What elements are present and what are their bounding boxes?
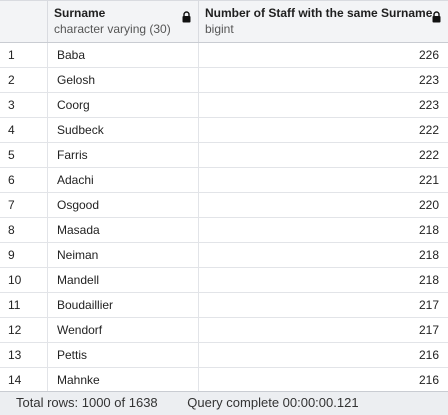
staff-count-cell[interactable]: 221	[418, 173, 439, 187]
table-row[interactable]: 7 Osgood 220	[0, 193, 448, 218]
query-status-label: Query complete 00:00:00.121	[187, 395, 359, 410]
grid-header: Surname character varying (30) Number of…	[0, 0, 448, 43]
surname-cell[interactable]: Sudbeck	[48, 118, 199, 142]
surname-cell[interactable]: Osgood	[48, 193, 199, 217]
table-row[interactable]: 4 Sudbeck 222	[0, 118, 448, 143]
surname-cell[interactable]: Wendorf	[48, 318, 199, 342]
table-row[interactable]: 12 Wendorf 217	[0, 318, 448, 343]
staff-count-cell[interactable]: 222	[418, 148, 439, 162]
staff-count-cell[interactable]: 218	[418, 248, 439, 262]
staff-count-cell[interactable]: 216	[418, 373, 439, 387]
row-number-cell[interactable]: 8	[0, 218, 48, 242]
lock-icon	[182, 10, 191, 28]
surname-cell[interactable]: Adachi	[48, 168, 199, 192]
row-number-cell[interactable]: 1	[0, 43, 48, 67]
table-row[interactable]: 3 Coorg 223	[0, 93, 448, 118]
staff-count-cell[interactable]: 217	[418, 323, 439, 337]
table-row[interactable]: 6 Adachi 221	[0, 168, 448, 193]
table-row[interactable]: 14 Mahnke 216	[0, 368, 448, 393]
staff-count-cell[interactable]: 223	[418, 98, 439, 112]
column-name: Number of Staff with the same Surname	[205, 6, 433, 20]
row-number-header[interactable]	[0, 1, 48, 42]
staff-count-cell[interactable]: 218	[418, 273, 439, 287]
column-type: bigint	[205, 22, 234, 36]
column-header-staff-count[interactable]: Number of Staff with the same Surname bi…	[199, 1, 448, 42]
column-type: character varying (30)	[54, 22, 171, 36]
status-bar: Total rows: 1000 of 1638 Query complete …	[0, 391, 448, 415]
table-row[interactable]: 2 Gelosh 223	[0, 68, 448, 93]
table-row[interactable]: 9 Neiman 218	[0, 243, 448, 268]
surname-cell[interactable]: Gelosh	[48, 68, 199, 92]
surname-cell[interactable]: Pettis	[48, 343, 199, 367]
row-number-cell[interactable]: 9	[0, 243, 48, 267]
staff-count-cell[interactable]: 218	[418, 223, 439, 237]
row-number-cell[interactable]: 13	[0, 343, 48, 367]
row-number-cell[interactable]: 12	[0, 318, 48, 342]
surname-cell[interactable]: Neiman	[48, 243, 199, 267]
surname-cell[interactable]: Mahnke	[48, 368, 199, 392]
row-number-cell[interactable]: 7	[0, 193, 48, 217]
surname-cell[interactable]: Farris	[48, 143, 199, 167]
total-rows-label: Total rows: 1000 of 1638	[16, 395, 158, 410]
grid-body: 1 Baba 226 2 Gelosh 223 3 Coorg 223 4 Sudbeck 222 5 F…	[0, 43, 448, 393]
staff-count-cell[interactable]: 216	[418, 348, 439, 362]
lock-icon	[432, 10, 441, 28]
table-row[interactable]: 1 Baba 226	[0, 43, 448, 68]
surname-cell[interactable]: Coorg	[48, 93, 199, 117]
row-number-cell[interactable]: 4	[0, 118, 48, 142]
table-row[interactable]: 5 Farris 222	[0, 143, 448, 168]
table-row[interactable]: 8 Masada 218	[0, 218, 448, 243]
table-row[interactable]: 13 Pettis 216	[0, 343, 448, 368]
column-name: Surname	[54, 6, 106, 20]
row-number-cell[interactable]: 11	[0, 293, 48, 317]
result-grid: Surname character varying (30) Number of…	[0, 0, 448, 393]
surname-cell[interactable]: Baba	[48, 43, 199, 67]
row-number-cell[interactable]: 10	[0, 268, 48, 292]
row-number-cell[interactable]: 2	[0, 68, 48, 92]
surname-cell[interactable]: Boudaillier	[48, 293, 199, 317]
staff-count-cell[interactable]: 222	[418, 123, 439, 137]
surname-cell[interactable]: Mandell	[48, 268, 199, 292]
surname-cell[interactable]: Masada	[48, 218, 199, 242]
row-number-cell[interactable]: 6	[0, 168, 48, 192]
staff-count-cell[interactable]: 223	[418, 73, 439, 87]
column-header-surname[interactable]: Surname character varying (30)	[48, 1, 199, 42]
staff-count-cell[interactable]: 220	[418, 198, 439, 212]
row-number-cell[interactable]: 5	[0, 143, 48, 167]
row-number-cell[interactable]: 3	[0, 93, 48, 117]
row-number-cell[interactable]: 14	[0, 368, 48, 392]
staff-count-cell[interactable]: 217	[418, 298, 439, 312]
staff-count-cell[interactable]: 226	[418, 48, 439, 62]
table-row[interactable]: 11 Boudaillier 217	[0, 293, 448, 318]
table-row[interactable]: 10 Mandell 218	[0, 268, 448, 293]
